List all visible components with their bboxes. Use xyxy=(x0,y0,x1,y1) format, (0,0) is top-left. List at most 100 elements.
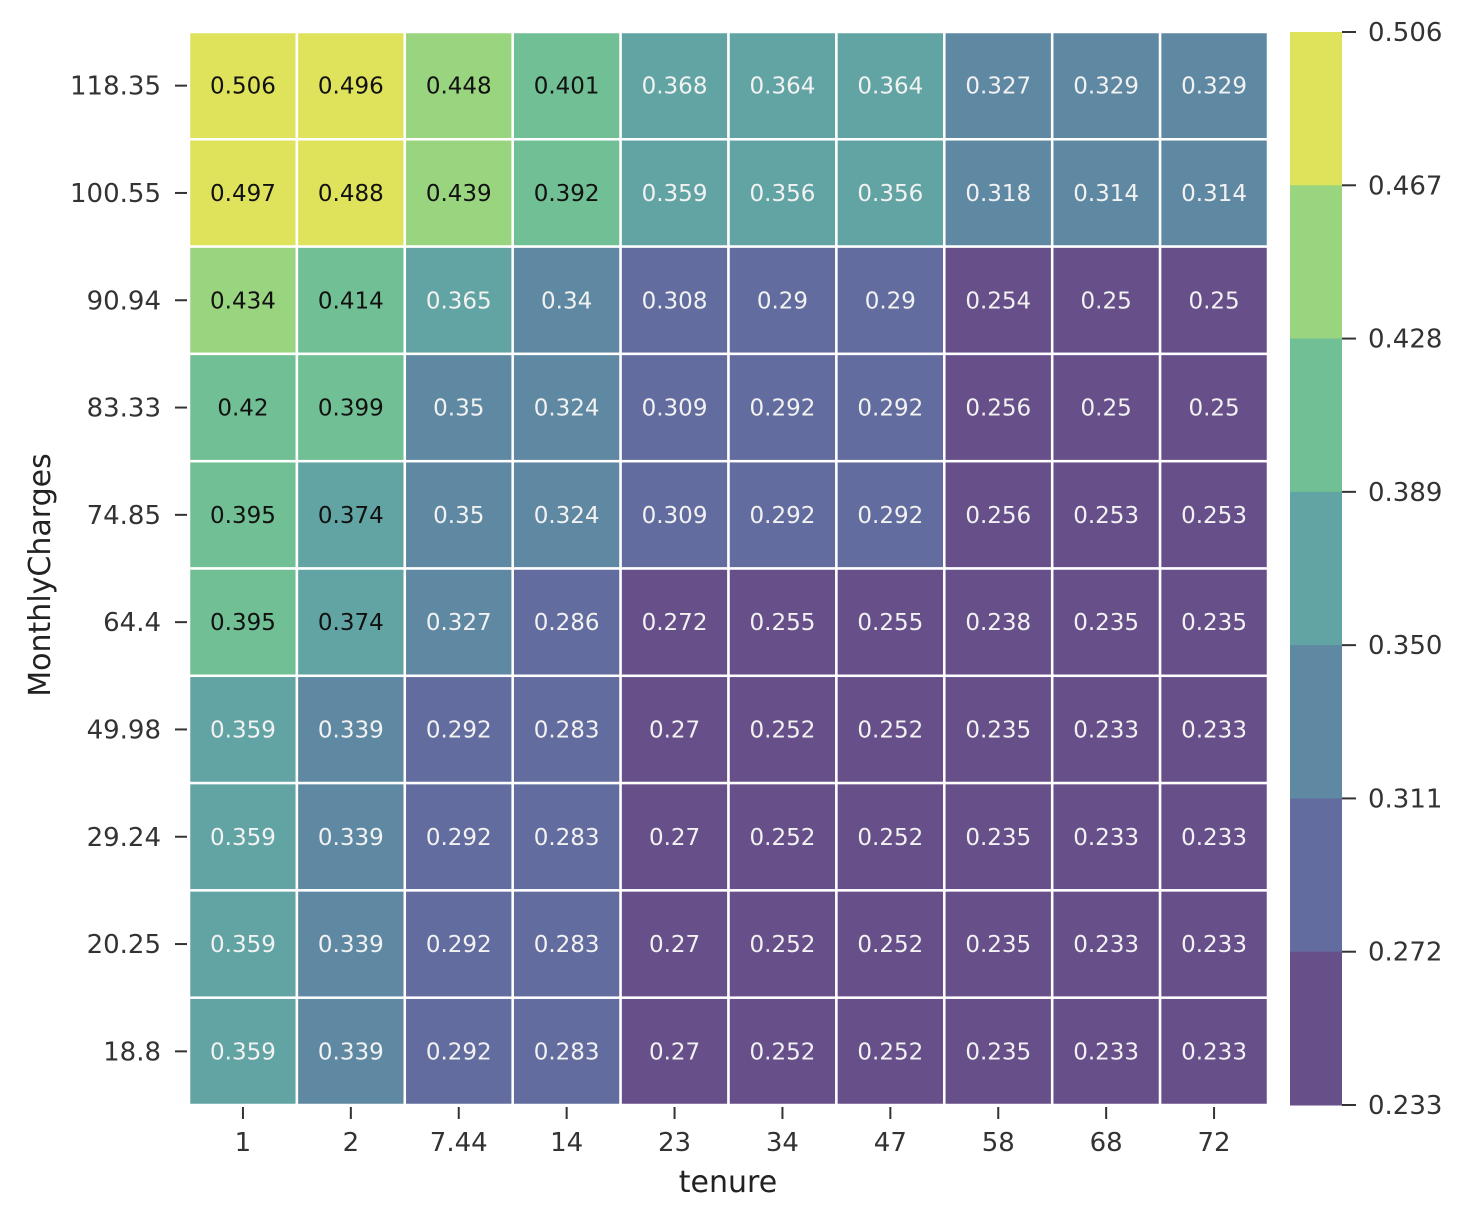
cell-value-label: 0.374 xyxy=(318,503,384,529)
x-tick-label: 14 xyxy=(550,1128,583,1158)
cell-value-label: 0.368 xyxy=(642,74,708,100)
cell-value-label: 0.25 xyxy=(1188,288,1239,314)
cell-value-label: 0.27 xyxy=(649,825,700,851)
y-tick-label: 18.8 xyxy=(103,1037,161,1067)
heatmap-cell xyxy=(403,781,514,892)
heatmap-cell xyxy=(1158,30,1270,141)
heatmap-cell xyxy=(727,674,838,785)
cell-value-label: 0.252 xyxy=(857,932,923,958)
x-tick-label: 47 xyxy=(874,1128,907,1158)
heatmap-cell xyxy=(943,996,1054,1107)
x-axis-title: tenure xyxy=(679,1165,777,1200)
heatmap-cell xyxy=(835,996,946,1107)
heatmap-cell xyxy=(727,138,838,248)
cell-value-label: 0.29 xyxy=(865,288,916,314)
colorbar-band xyxy=(1290,951,1342,1106)
cell-value-label: 0.327 xyxy=(426,610,492,636)
heatmap-cell xyxy=(619,781,730,892)
colorbar-tick-label: 0.428 xyxy=(1368,325,1442,355)
cell-value-label: 0.365 xyxy=(426,288,492,314)
cell-value-label: 0.235 xyxy=(965,825,1031,851)
heatmap-cell xyxy=(403,459,514,570)
heatmap-cell xyxy=(1158,781,1270,892)
cell-value-label: 0.292 xyxy=(426,1039,492,1065)
colorbar-tick-label: 0.350 xyxy=(1368,631,1442,661)
cell-value-label: 0.286 xyxy=(534,610,600,636)
y-tick-label: 83.33 xyxy=(87,394,161,424)
cell-value-label: 0.254 xyxy=(965,288,1031,314)
cell-value-label: 0.25 xyxy=(1188,396,1239,422)
colorbar-band xyxy=(1290,185,1342,340)
cell-value-label: 0.233 xyxy=(1073,717,1139,743)
heatmap-cell xyxy=(835,245,946,356)
cell-value-label: 0.27 xyxy=(649,717,700,743)
heatmap-cell xyxy=(295,138,407,248)
cell-value-label: 0.292 xyxy=(426,825,492,851)
cell-value-label: 0.255 xyxy=(750,610,816,636)
cell-value-label: 0.329 xyxy=(1181,74,1247,100)
cell-value-label: 0.434 xyxy=(210,288,276,314)
cell-value-label: 0.324 xyxy=(534,396,600,422)
heatmap-cell xyxy=(295,30,407,141)
heatmap-cell xyxy=(835,889,946,999)
heatmap-cell xyxy=(943,30,1054,141)
colorbar-tick-label: 0.506 xyxy=(1368,18,1442,48)
heatmap-cell xyxy=(511,996,622,1107)
heatmap-cell xyxy=(295,996,407,1107)
cell-value-label: 0.292 xyxy=(750,503,816,529)
cell-value-label: 0.339 xyxy=(318,932,384,958)
y-tick-label: 29.24 xyxy=(87,823,161,853)
heatmap-cell xyxy=(1050,138,1162,248)
heatmap-cell xyxy=(1050,567,1162,678)
heatmap-cell xyxy=(295,245,407,356)
cell-value-label: 0.329 xyxy=(1073,74,1139,100)
cell-value-label: 0.364 xyxy=(750,74,816,100)
cell-value-label: 0.497 xyxy=(210,181,276,207)
heatmap-cell xyxy=(1050,245,1162,356)
heatmap-cell xyxy=(943,459,1054,570)
heatmap-cell xyxy=(943,781,1054,892)
cell-value-label: 0.283 xyxy=(534,1039,600,1065)
heatmap-cell xyxy=(187,889,299,999)
colorbar-band xyxy=(1290,798,1342,953)
heatmap-cell xyxy=(1158,996,1270,1107)
cell-value-label: 0.359 xyxy=(642,181,708,207)
cell-value-label: 0.292 xyxy=(426,717,492,743)
cell-value-label: 0.27 xyxy=(649,1039,700,1065)
heatmap-cell xyxy=(835,459,946,570)
cell-value-label: 0.309 xyxy=(642,503,708,529)
heatmap-cell xyxy=(619,567,730,678)
heatmap-cell xyxy=(295,459,407,570)
heatmap-cell xyxy=(187,996,299,1107)
cell-value-label: 0.374 xyxy=(318,610,384,636)
cell-value-label: 0.395 xyxy=(210,610,276,636)
cell-value-label: 0.283 xyxy=(534,717,600,743)
cell-value-label: 0.233 xyxy=(1181,932,1247,958)
x-tick-label: 68 xyxy=(1090,1128,1123,1158)
cell-value-label: 0.308 xyxy=(642,288,708,314)
heatmap-cell xyxy=(727,781,838,892)
cell-value-label: 0.252 xyxy=(750,717,816,743)
colorbar-band xyxy=(1290,338,1342,493)
cell-value-label: 0.252 xyxy=(750,825,816,851)
cell-value-label: 0.34 xyxy=(541,288,592,314)
x-tick-label: 72 xyxy=(1198,1128,1231,1158)
cell-value-label: 0.401 xyxy=(534,74,600,100)
heatmap-cell xyxy=(1050,459,1162,570)
cell-value-label: 0.439 xyxy=(426,181,492,207)
heatmap-cell xyxy=(1050,674,1162,785)
y-axis-title: MonthlyCharges xyxy=(23,453,58,696)
cell-value-label: 0.25 xyxy=(1081,288,1132,314)
cell-value-label: 0.488 xyxy=(318,181,384,207)
cell-value-label: 0.252 xyxy=(857,1039,923,1065)
heatmap-cell xyxy=(1158,245,1270,356)
cell-value-label: 0.339 xyxy=(318,825,384,851)
heatmap-cell xyxy=(403,567,514,678)
heatmap-cell xyxy=(187,30,299,141)
cell-value-label: 0.356 xyxy=(857,181,923,207)
cell-value-label: 0.238 xyxy=(965,610,1031,636)
heatmap-cell xyxy=(403,996,514,1107)
cell-value-label: 0.314 xyxy=(1181,181,1247,207)
heatmap-cell xyxy=(511,567,622,678)
colorbar-band xyxy=(1290,32,1342,186)
